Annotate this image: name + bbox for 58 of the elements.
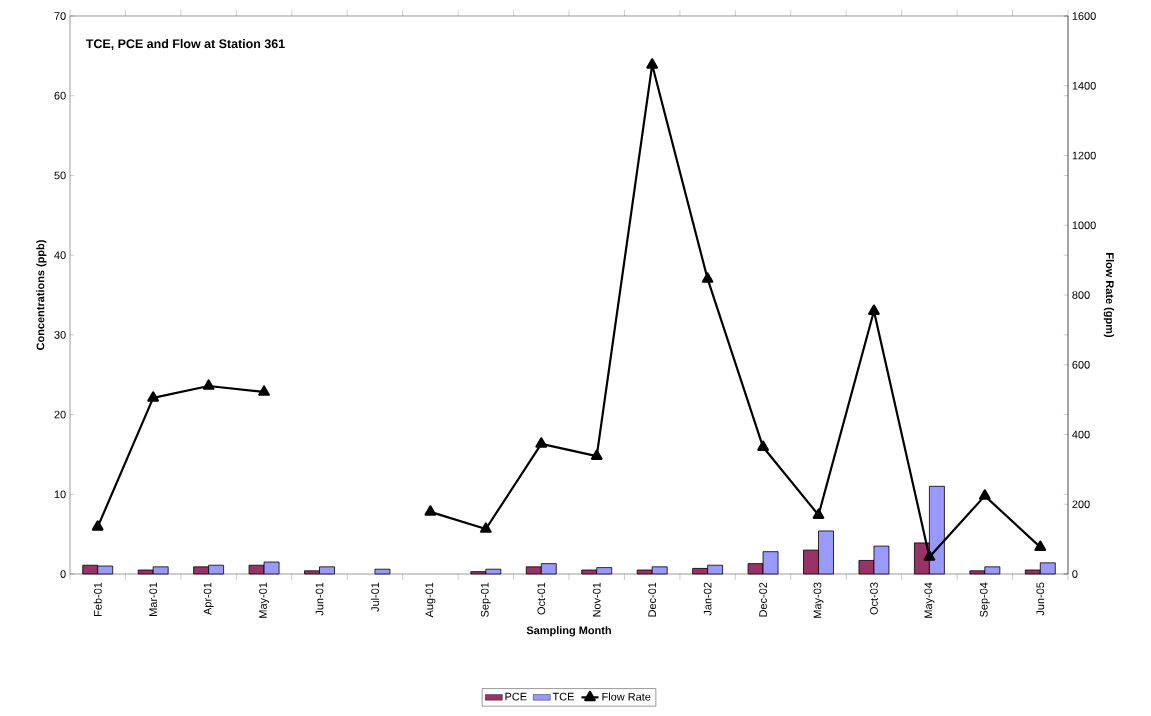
x-tick-label: Mar-01 — [149, 582, 158, 616]
y-tick-label: 0 — [60, 570, 66, 578]
point — [424, 505, 437, 516]
y-tick-label: 50 — [54, 171, 66, 180]
point — [590, 449, 603, 460]
y-axis-title: Concentrations (ppb) — [36, 240, 47, 350]
x-tick-label: Sep-01 — [480, 582, 491, 617]
point — [646, 58, 659, 69]
x-tick-label: Oct-01 — [537, 582, 546, 615]
x-tick-label: Nov-01 — [592, 582, 601, 617]
y2-axis-title: Flow Rate (gpm) — [1103, 253, 1114, 338]
point — [202, 379, 215, 390]
point — [701, 272, 714, 283]
y2-tick-label: 800 — [1072, 291, 1090, 299]
x-axis-title: Sampling Month — [526, 626, 611, 637]
point — [923, 550, 936, 561]
y-tick-label: 10 — [54, 490, 66, 499]
y2-tick-label: 0 — [1072, 570, 1078, 578]
y-tick-label: 70 — [54, 12, 66, 20]
point — [258, 385, 270, 396]
point — [479, 522, 492, 533]
x-tick-label: Oct-03 — [870, 582, 878, 615]
x-tick-label: Jan-02 — [703, 582, 712, 616]
y2-tick-label: 400 — [1072, 430, 1090, 439]
point — [1034, 540, 1047, 551]
y-tick-label: 40 — [54, 251, 66, 260]
y2-tick-label: 600 — [1072, 360, 1090, 369]
legend-label: Flow Rate — [602, 692, 651, 701]
text: TCE, PCE and Flow at Station 361 — [85, 38, 285, 50]
point — [757, 440, 769, 451]
x-tick-label: Dec-01 — [648, 582, 657, 617]
x-tick-label: Dec-02 — [759, 582, 767, 617]
x-tick-label: Aug-01 — [425, 582, 436, 618]
legend-label: PCE — [505, 692, 527, 701]
point — [535, 437, 548, 448]
x-tick-label: Feb-01 — [93, 582, 102, 616]
y-tick-label: 60 — [54, 91, 66, 100]
x-tick-label: May-04 — [924, 582, 935, 618]
y-tick-label: 30 — [54, 330, 66, 339]
y2-tick-label: 1600 — [1072, 12, 1096, 20]
point — [978, 489, 991, 500]
point — [868, 304, 880, 315]
x-tick-label: Jun-01 — [315, 582, 324, 616]
x-tick-label: May-01 — [259, 582, 270, 618]
x-tick-label: Sep-04 — [979, 582, 990, 617]
x-tick-label: Jun-05 — [1036, 582, 1045, 616]
legend-label: TCE — [552, 692, 574, 701]
y2-tick-label: 1400 — [1072, 81, 1096, 90]
point — [147, 391, 160, 402]
x-tick-label: Apr-01 — [203, 582, 214, 615]
x-tick-label: May-03 — [813, 582, 824, 618]
point — [91, 520, 104, 531]
point — [812, 508, 825, 519]
y2-tick-label: 1000 — [1072, 221, 1096, 230]
y2-tick-label: 1200 — [1072, 151, 1096, 160]
y2-tick-label: 200 — [1072, 500, 1090, 509]
y-tick-label: 20 — [54, 410, 66, 419]
x-tick-label: Jul-01 — [370, 582, 379, 612]
